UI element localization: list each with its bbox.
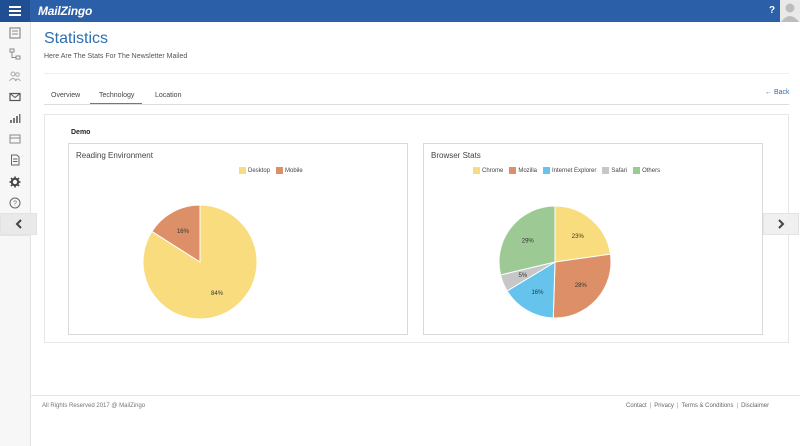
legend-item-mozilla[interactable]: Mozilla	[509, 167, 537, 174]
back-label: Back	[773, 89, 790, 96]
legend-item-chrome[interactable]: Chrome	[473, 167, 503, 174]
pie-slice-desktop[interactable]	[142, 204, 258, 320]
legend-swatch	[633, 167, 641, 174]
reading-environment-pie-chart: 84% 16%	[142, 204, 258, 320]
user-avatar-icon	[781, 3, 799, 22]
arrow-left-icon: ←	[765, 89, 772, 96]
pie-slice-others[interactable]	[498, 205, 556, 276]
footer-link-privacy[interactable]: Privacy	[654, 403, 674, 409]
pie-slice-label: 16%	[177, 229, 190, 235]
help-button[interactable]: ?	[769, 5, 776, 16]
browser-stats-pie-chart: 23% 28% 16% 5% 29%	[498, 205, 612, 319]
legend-item-internet-explorer[interactable]: Internet Explorer	[543, 167, 596, 174]
legend-item-mobile[interactable]: Mobile	[276, 167, 303, 174]
document-icon[interactable]	[8, 153, 22, 167]
tab-overview[interactable]: Overview	[51, 92, 81, 99]
sitemap-icon[interactable]	[8, 47, 22, 61]
pie-slice-label: 5%	[519, 273, 528, 279]
avatar[interactable]	[780, 0, 800, 22]
card-title: Browser Stats	[431, 151, 481, 160]
footer-copyright: All Rights Reserved 2017 @ MailZingo	[42, 403, 146, 409]
section-label: Demo	[71, 129, 91, 136]
legend-item-safari[interactable]: Safari	[602, 167, 627, 174]
chevron-left-icon	[15, 219, 22, 229]
legend-swatch	[543, 167, 551, 174]
divider	[44, 104, 789, 105]
next-arrow-button[interactable]	[763, 213, 799, 235]
footer-link-disclaimer[interactable]: Disclaimer	[741, 403, 770, 409]
legend-swatch	[276, 167, 284, 174]
footer-link-contact[interactable]: Contact	[626, 403, 647, 409]
envelope-icon[interactable]	[8, 90, 22, 104]
newsletter-icon[interactable]	[8, 26, 22, 40]
footer-divider	[31, 395, 800, 396]
legend-swatch	[473, 167, 480, 174]
pie-slice-mozilla[interactable]	[552, 253, 612, 319]
pie-slice-mobile[interactable]	[151, 204, 201, 263]
chart-legend: Chrome Mozilla Internet Explorer Safari …	[473, 167, 660, 174]
footer-link-terms[interactable]: Terms & Conditions	[681, 403, 734, 409]
card-icon[interactable]	[8, 132, 22, 146]
legend-swatch	[602, 167, 610, 174]
pie-slice-label: 28%	[575, 283, 588, 289]
gear-icon[interactable]	[8, 175, 22, 189]
tab-location[interactable]: Location	[155, 92, 182, 99]
hamburger-menu-button[interactable]	[0, 0, 30, 22]
svg-text:?: ?	[13, 201, 17, 208]
app-logo[interactable]: MailZingo	[38, 4, 93, 18]
help-icon[interactable]: ?	[8, 196, 22, 210]
chart-legend: Desktop Mobile	[239, 167, 303, 174]
browser-stats-card: Browser Stats Chrome Mozilla Internet Ex…	[423, 143, 763, 335]
legend-swatch	[509, 167, 517, 174]
pie-slice-label: 29%	[522, 238, 535, 244]
page-title: Statistics	[44, 30, 109, 47]
back-link[interactable]: ← Back	[765, 89, 790, 96]
divider	[44, 73, 789, 74]
legend-item-desktop[interactable]: Desktop	[239, 167, 270, 174]
signal-bars-icon[interactable]	[8, 111, 22, 125]
chevron-right-icon	[778, 219, 785, 229]
page-subtitle: Here Are The Stats For The Newsletter Ma…	[44, 53, 188, 60]
pie-slice-label: 84%	[211, 291, 224, 297]
pie-slice-internet-explorer[interactable]	[506, 261, 556, 319]
legend-item-others[interactable]: Others	[633, 167, 660, 174]
reading-environment-card: Reading Environment Desktop Mobile 84% 16…	[68, 143, 408, 335]
previous-arrow-button[interactable]	[0, 213, 37, 235]
active-tab-indicator	[90, 103, 142, 104]
legend-swatch	[239, 167, 246, 174]
footer-links: Contact | Privacy | Terms & Conditions |…	[626, 403, 770, 409]
card-title: Reading Environment	[76, 151, 153, 160]
top-bar: MailZingo ?	[0, 0, 800, 22]
tab-technology[interactable]: Technology	[99, 92, 135, 99]
users-icon[interactable]	[8, 69, 22, 83]
pie-slice-label: 23%	[572, 234, 585, 240]
pie-slice-chrome[interactable]	[554, 205, 612, 263]
pie-slice-label: 16%	[531, 290, 544, 296]
